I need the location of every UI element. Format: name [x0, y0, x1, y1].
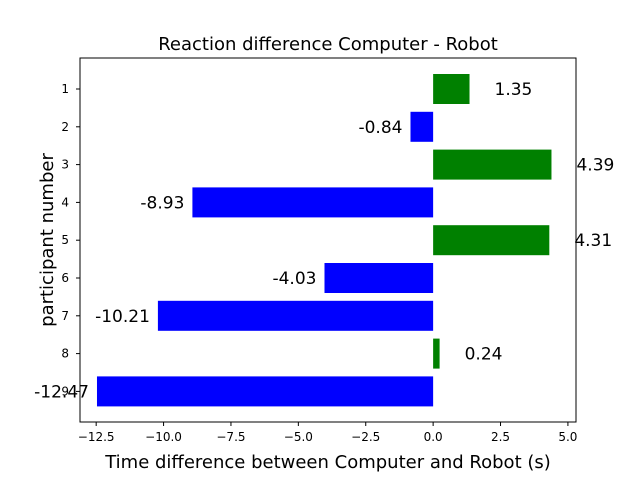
y-tick-label: 7: [61, 309, 69, 323]
bars-layer: [96, 74, 552, 407]
bar-participant-7: [157, 300, 434, 331]
y-tick-label: 5: [61, 233, 69, 247]
x-tick-label: −10.0: [145, 430, 182, 444]
bar-participant-8: [433, 338, 440, 369]
data-label-participant-7: -10.21: [95, 307, 150, 327]
data-label-participant-2: -0.84: [358, 118, 402, 138]
y-tick-label: 9: [61, 384, 69, 398]
y-tick-label: 1: [61, 82, 69, 96]
bar-participant-3: [433, 149, 552, 180]
bar-participant-2: [410, 111, 434, 142]
x-axis-label: Time difference between Computer and Rob…: [104, 452, 551, 473]
data-label-participant-5: 4.31: [574, 231, 612, 251]
y-ticks-layer: 1 2 3 4 5 6 7 8 9: [61, 82, 80, 398]
y-tick-label: 8: [61, 347, 69, 361]
data-label-participant-3: 4.39: [576, 156, 614, 176]
x-tick-label: 5.0: [558, 430, 577, 444]
y-tick-label: 4: [61, 195, 69, 209]
bar-participant-6: [324, 263, 434, 293]
data-label-participant-9: -12.47: [34, 382, 89, 402]
x-tick-label: −7.5: [216, 430, 245, 444]
data-labels-layer: 1.35 -0.84 4.39 -8.93 4.31 -4.03 -10.21 0.24 -12…: [34, 80, 614, 402]
data-label-participant-6: -4.03: [272, 269, 316, 289]
bar-participant-9: [96, 376, 434, 407]
x-tick-label: −12.5: [78, 430, 115, 444]
bar-participant-1: [433, 74, 470, 104]
y-tick-label: 3: [61, 158, 69, 172]
x-tick-label: 2.5: [491, 430, 510, 444]
bar-participant-4: [192, 187, 434, 218]
x-tick-label: 0.0: [424, 430, 443, 444]
data-label-participant-4: -8.93: [140, 193, 184, 213]
y-axis-label: participant number: [37, 153, 58, 327]
chart-title: Reaction difference Computer - Robot: [158, 34, 498, 55]
data-label-participant-8: 0.24: [465, 345, 503, 365]
y-tick-label: 6: [61, 271, 69, 285]
x-tick-label: −2.5: [351, 430, 380, 444]
x-tick-label: −5.0: [284, 430, 313, 444]
x-ticks-layer: −12.5 −10.0 −7.5 −5.0 −2.5 0.0 2.5 5.0: [78, 422, 577, 444]
data-label-participant-1: 1.35: [495, 80, 533, 100]
bar-participant-5: [433, 225, 550, 256]
y-tick-label: 2: [61, 120, 69, 134]
